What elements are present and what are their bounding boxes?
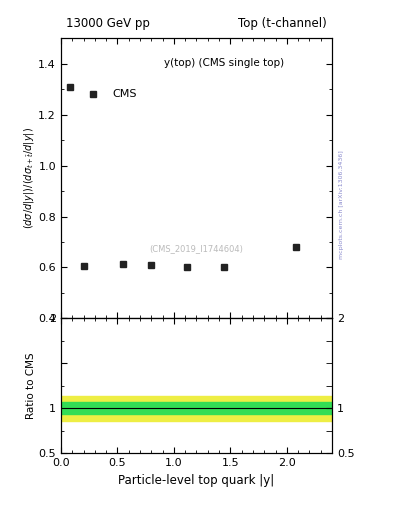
Text: 13000 GeV pp: 13000 GeV pp — [66, 17, 150, 30]
Text: y(top) (CMS single top): y(top) (CMS single top) — [164, 58, 284, 68]
Text: (CMS_2019_I1744604): (CMS_2019_I1744604) — [150, 244, 243, 253]
Text: CMS: CMS — [112, 90, 137, 99]
X-axis label: Particle-level top quark |y|: Particle-level top quark |y| — [118, 474, 275, 486]
Text: mcplots.cern.ch [arXiv:1306.3436]: mcplots.cern.ch [arXiv:1306.3436] — [339, 151, 344, 259]
Y-axis label: Ratio to CMS: Ratio to CMS — [26, 352, 36, 419]
Text: Top (t-channel): Top (t-channel) — [238, 17, 327, 30]
Y-axis label: $(d\sigma/d|y|)/(d\sigma_{t+\bar{t}}/d|y|)$: $(d\sigma/d|y|)/(d\sigma_{t+\bar{t}}/d|y… — [22, 127, 35, 229]
